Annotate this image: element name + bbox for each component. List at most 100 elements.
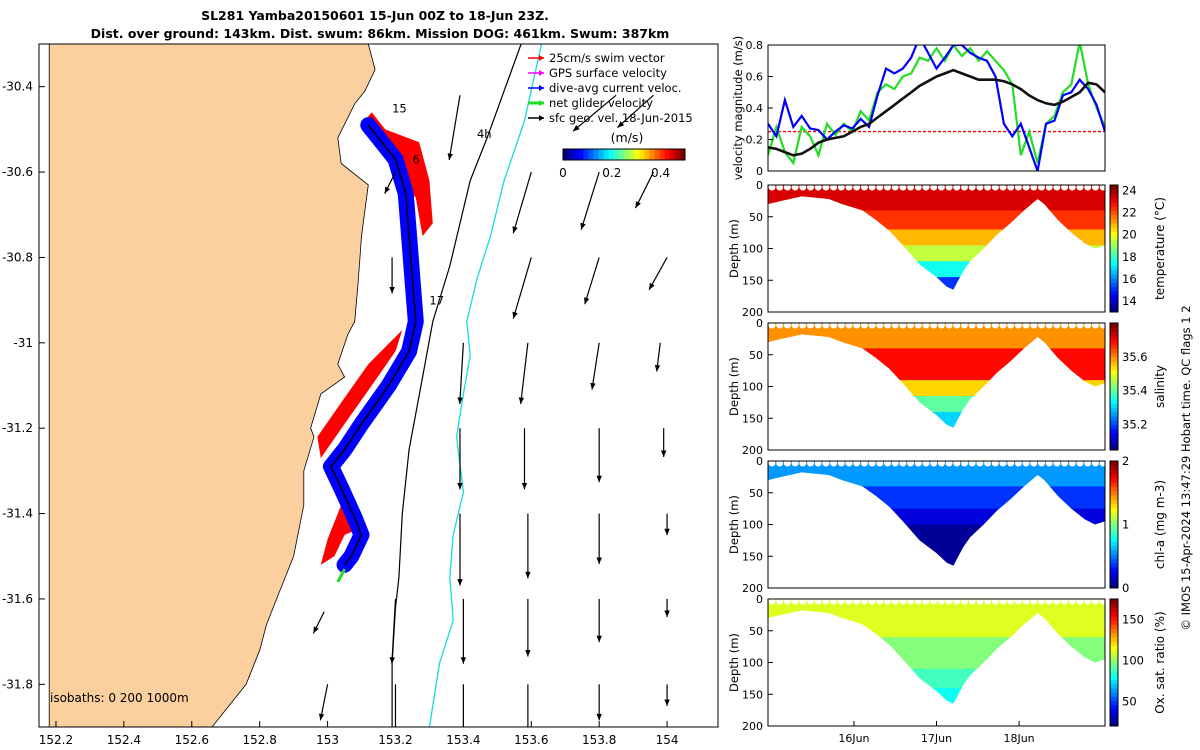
oxygen-colorbar-segment: [1110, 611, 1118, 617]
velocity-arrow-29: [318, 684, 329, 721]
arrow-head: [518, 397, 525, 405]
chlorophyll-colorbar-segment: [1110, 524, 1118, 530]
map-colorbar-segment: [654, 149, 661, 160]
temperature-colorbar-segment: [1110, 252, 1118, 258]
chlorophyll-colorbar-segment: [1110, 520, 1118, 525]
arrow-head: [318, 713, 325, 721]
velocity-arrow-22: [664, 513, 670, 536]
arrow-head: [389, 286, 395, 294]
arrow-head: [447, 153, 453, 161]
map-colorbar-frame: [562, 148, 686, 161]
velocity-arrow-10: [648, 257, 668, 291]
velocity-arrow-19: [457, 513, 463, 586]
arrow-shaft: [617, 94, 654, 129]
legend-entry: GPS surface velocity: [549, 66, 667, 80]
track-label: 4h: [477, 127, 492, 141]
oxygen-colorbar-segment: [1110, 658, 1118, 663]
legend-swatch-head: [539, 100, 544, 106]
oxygen-colorbar-segment: [1110, 628, 1118, 634]
map-ytick-label: -30.6: [2, 165, 33, 179]
map-colorbar-segment: [669, 149, 676, 160]
arrow-head: [664, 610, 670, 617]
temperature-colorbar-segment: [1110, 185, 1118, 190]
map-colorbar-segment: [679, 149, 686, 160]
legend-entry: 25cm/s swim vector: [549, 51, 665, 65]
velocity-ytick-label: 0: [756, 165, 763, 178]
salinity-colorbar-segment: [1110, 437, 1118, 443]
velocity-arrow-25: [525, 598, 531, 657]
map-panel: 15 6 17 4h 152.2 152.4 152.6 152.8 153 153.2 153.4…: [2, 43, 719, 747]
track-label: 17: [429, 293, 444, 307]
salinity-section: 0 50 100 150 200 Depth (m) 35.2 35.4 35.6 salinit…: [727, 317, 1167, 457]
map-xtick-label: 153.6: [514, 733, 548, 747]
salinity-colorbar-segment: [1110, 420, 1118, 426]
chlorophyll-colorbar-segment: [1110, 558, 1118, 564]
section-xtick-label: 16Jun: [838, 732, 869, 745]
temperature-colorbar-segment: [1110, 235, 1118, 241]
temperature-colorbar-segment: [1110, 303, 1118, 309]
net-glider-velocity-mark: [336, 568, 346, 583]
chlorophyll-colorbar-segment: [1110, 575, 1118, 581]
chlorophyll-colorbar-segment: [1110, 528, 1118, 534]
chlorophyll-ytick-label: 100: [742, 519, 763, 532]
salinity-colorbar-segment: [1110, 339, 1118, 345]
temperature-section: 0 50 100 150 200 Depth (m) 14 16 18 20 22 24 tempera…: [727, 179, 1167, 319]
temperature-ytick-label: 50: [749, 211, 763, 224]
velocity-ytick-label: 0.8: [746, 39, 764, 52]
legend-swatch-head: [539, 55, 544, 61]
map-colorbar-segment: [639, 149, 645, 160]
map-colorbar-segment: [644, 149, 650, 160]
salinity-ytick-label: 0: [756, 317, 763, 330]
oxygen-colorbar-segment: [1110, 666, 1118, 672]
map-xtick-label: 152.2: [39, 733, 73, 747]
map-colorbar-segment: [634, 149, 640, 160]
map-colorbar-segment: [613, 149, 620, 160]
chlorophyll-colorbar-segment: [1110, 494, 1118, 500]
velocity-arrow-20: [525, 513, 531, 579]
map-colorbar-segment: [583, 149, 589, 160]
velocity-ylabel: velocity magnitude (m/s): [731, 36, 745, 181]
legend-swatch-head: [539, 115, 544, 121]
chlorophyll-colorbar-segment: [1110, 571, 1118, 576]
salinity-colorbar-tick: 35.6: [1122, 350, 1148, 364]
arrow-head: [584, 297, 590, 305]
temperature-ytick-label: 100: [742, 243, 763, 256]
map-colorbar-tick: 0: [559, 166, 567, 180]
salinity-colorbar-segment: [1110, 365, 1118, 371]
map-xtick-label: 154: [656, 733, 679, 747]
oxygen-colorbar-frame: [1109, 598, 1119, 727]
oxygen-colorbar-segment: [1110, 692, 1118, 697]
velocity-series-green: [768, 45, 1105, 166]
oxygen-colorbar-tick: 100: [1122, 653, 1144, 667]
map-ytick-label: -30.4: [2, 80, 33, 94]
salinity-colorbar-segment: [1110, 386, 1118, 392]
velocity-arrow-16: [521, 428, 528, 490]
salinity-colorbar-segment: [1110, 411, 1118, 417]
salinity-colorbar-frame: [1109, 322, 1119, 451]
map-colorbar-segment: [618, 149, 625, 160]
glider-track-line: [330, 124, 417, 566]
temperature-colorbar-segment: [1110, 256, 1118, 262]
salinity-colorbar-segment: [1110, 373, 1118, 379]
velocity-arrow-13: [590, 342, 600, 390]
chlorophyll-colorbar-segment: [1110, 583, 1118, 589]
arrow-shaft: [391, 598, 397, 664]
map-ytick-label: -30.8: [2, 250, 33, 264]
land-area: [48, 44, 376, 727]
temperature-colorbar-tick: 20: [1122, 228, 1137, 242]
section-xtick-label: 17Jun: [921, 732, 952, 745]
oxygen-ytick-label: 100: [742, 657, 763, 670]
salinity-colorbar-segment: [1110, 356, 1118, 362]
chlorophyll-colorbar-segment: [1110, 465, 1118, 470]
map-ytick-label: -31: [13, 336, 33, 350]
map-colorbar-label: (m/s): [611, 130, 644, 145]
chlorophyll-colorbar-segment: [1110, 579, 1118, 585]
velocity-arrow-0: [447, 95, 461, 161]
salinity-ylabel: Depth (m): [727, 357, 741, 416]
salinity-colorbar-segment: [1110, 433, 1118, 438]
chlorophyll-colorbar-segment: [1110, 511, 1118, 517]
map-colorbar-segment: [664, 149, 671, 160]
salinity-colorbar-segment: [1110, 416, 1118, 421]
temperature-colorbar-segment: [1110, 299, 1118, 305]
temperature-colorbar-segment: [1110, 269, 1118, 275]
